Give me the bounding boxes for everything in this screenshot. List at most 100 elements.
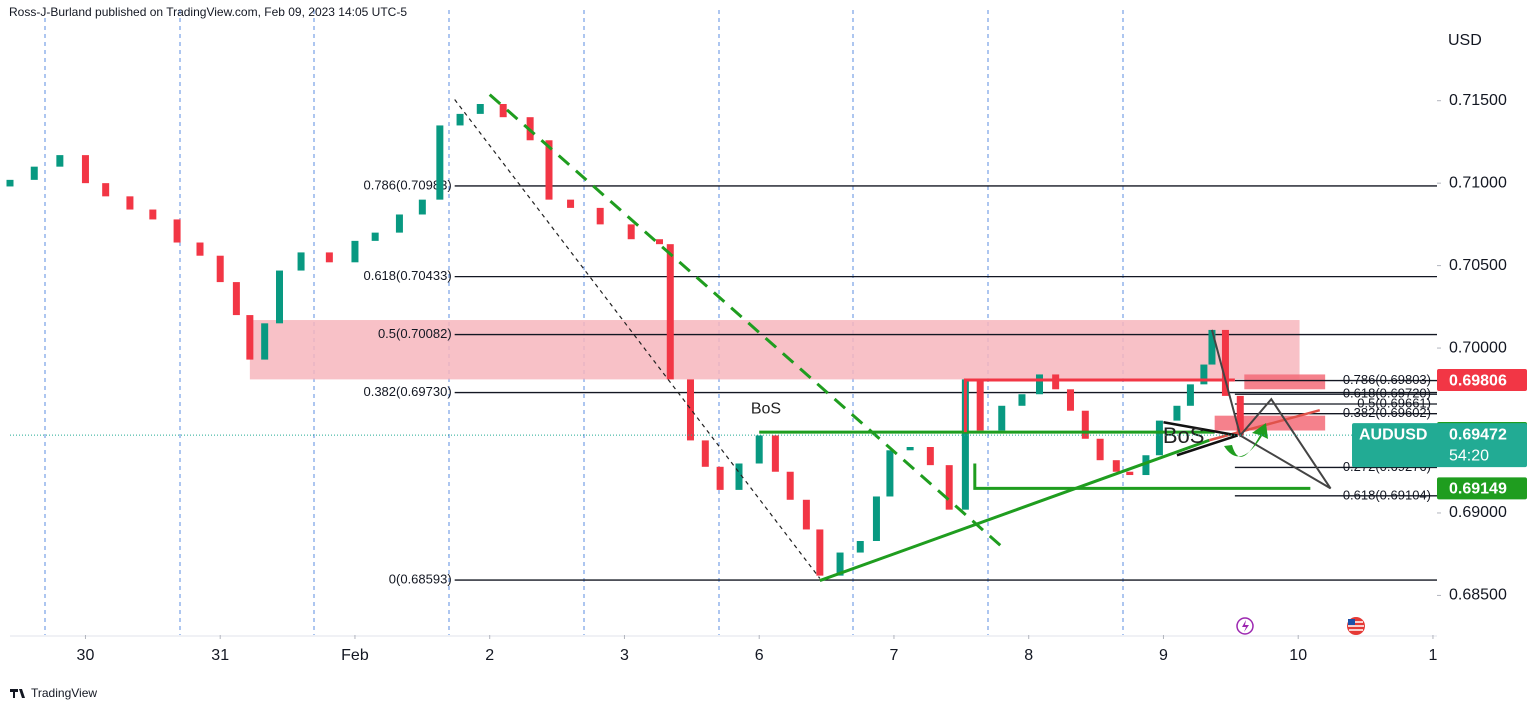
fib-label: 0.5(0.69661) xyxy=(1357,395,1431,410)
candle-body xyxy=(1208,329,1216,365)
currency-label: USD xyxy=(1448,32,1482,49)
candle-body xyxy=(545,140,553,200)
candle-body xyxy=(666,244,674,380)
candle-body xyxy=(395,214,403,233)
candle-body xyxy=(56,155,64,167)
fib-label: 0.5(0.70082) xyxy=(378,326,452,341)
candle-body xyxy=(836,552,844,576)
candle-body xyxy=(686,379,694,441)
y-tick-label: 0.71500 xyxy=(1449,92,1507,109)
header-author: Ross-J-Burland published on TradingView.… xyxy=(9,5,407,19)
candle-body xyxy=(476,103,484,114)
candle-body xyxy=(1126,471,1134,476)
drawing-line xyxy=(819,438,1210,582)
candle-body xyxy=(716,466,724,490)
candle-body xyxy=(802,499,810,530)
candle-body xyxy=(325,252,333,263)
y-tick-label: 0.70500 xyxy=(1449,257,1507,274)
event-icons xyxy=(1236,617,1365,635)
candle-body xyxy=(945,465,953,510)
candle-body xyxy=(246,315,254,360)
candle-body xyxy=(1155,420,1163,456)
curved-arrow xyxy=(1224,423,1268,457)
tv-logo: TradingView xyxy=(10,686,97,700)
price-tag xyxy=(1437,477,1527,500)
x-tick-label: 3 xyxy=(620,647,629,664)
candle-body xyxy=(906,447,914,451)
drawing-line xyxy=(973,463,1311,490)
candle-body xyxy=(655,239,663,245)
x-tick-label: 8 xyxy=(1024,647,1033,664)
fib-label: 0.618(0.70433) xyxy=(363,268,451,283)
candle-body xyxy=(1066,389,1074,411)
candle-body xyxy=(1081,410,1089,439)
last-price-label: 0.69472 xyxy=(1449,426,1507,443)
candle-body xyxy=(126,196,134,210)
candle-body xyxy=(1200,364,1208,385)
candle-body xyxy=(1221,329,1229,396)
candle-body xyxy=(771,435,779,472)
candle-body xyxy=(1173,405,1181,421)
x-tick-label: 10 xyxy=(1289,647,1307,664)
candle-body xyxy=(926,447,934,466)
candle-body xyxy=(456,113,464,126)
candle-body xyxy=(261,323,269,360)
candle-body xyxy=(1236,395,1244,436)
footer-brand: TradingView xyxy=(31,686,97,700)
candle-body xyxy=(1186,384,1194,406)
candle-body xyxy=(499,103,507,118)
candle-body xyxy=(627,224,635,240)
price-tag-label: 0.69149 xyxy=(1449,481,1507,498)
last-price-tag xyxy=(1352,423,1527,468)
candle-body xyxy=(596,207,604,225)
annotation: BoS xyxy=(751,400,781,417)
x-tick-label: 7 xyxy=(890,647,899,664)
zone xyxy=(249,320,1300,380)
candle-body xyxy=(816,529,824,576)
fib-label: 0.382(0.69730) xyxy=(363,384,451,399)
candle-body xyxy=(567,199,575,208)
candle-body xyxy=(886,450,894,497)
x-tick-label: 30 xyxy=(77,647,95,664)
candle-body xyxy=(1035,374,1043,395)
fib-label: 0.618(0.69720) xyxy=(1343,386,1431,401)
candle-body xyxy=(1096,438,1104,461)
candle-body xyxy=(701,440,709,467)
fib-label: 0.382(0.69602) xyxy=(1343,405,1431,420)
price-tag-label: 0.69806 xyxy=(1449,372,1507,389)
y-tick-label: 0.68500 xyxy=(1449,587,1507,604)
x-tick-label: 6 xyxy=(755,647,764,664)
candle-body xyxy=(1018,394,1026,406)
candle-body xyxy=(755,435,763,464)
y-tick-label: 0.69000 xyxy=(1449,504,1507,521)
price-tag xyxy=(1437,369,1527,392)
x-tick-label: 31 xyxy=(211,647,229,664)
zone xyxy=(1244,374,1326,390)
candle-body xyxy=(735,463,743,490)
x-tick-label: 9 xyxy=(1159,647,1168,664)
y-tick-label: 0.70000 xyxy=(1449,339,1507,356)
candle-body xyxy=(102,183,110,197)
candle-body xyxy=(786,471,794,500)
candle-body xyxy=(961,379,969,510)
candle-body xyxy=(173,219,181,243)
candle-body xyxy=(1052,374,1060,390)
candle-body xyxy=(436,125,444,200)
candle-body xyxy=(856,541,864,553)
candle-body xyxy=(351,240,359,263)
candle-body xyxy=(196,242,204,256)
candle-body xyxy=(275,270,283,324)
candle-body xyxy=(30,166,38,180)
fib-label: 0(0.68593) xyxy=(389,572,452,587)
candle-body xyxy=(1112,460,1120,472)
drawing-line xyxy=(1211,329,1332,490)
candle-body xyxy=(297,252,305,271)
countdown: 54:20 xyxy=(1449,447,1489,464)
candle-body xyxy=(872,496,880,542)
candle-body xyxy=(1142,455,1150,476)
candle-body xyxy=(6,179,14,187)
candle-body xyxy=(216,255,224,283)
x-tick-label: 1 xyxy=(1429,647,1438,664)
candle-body xyxy=(418,199,426,215)
